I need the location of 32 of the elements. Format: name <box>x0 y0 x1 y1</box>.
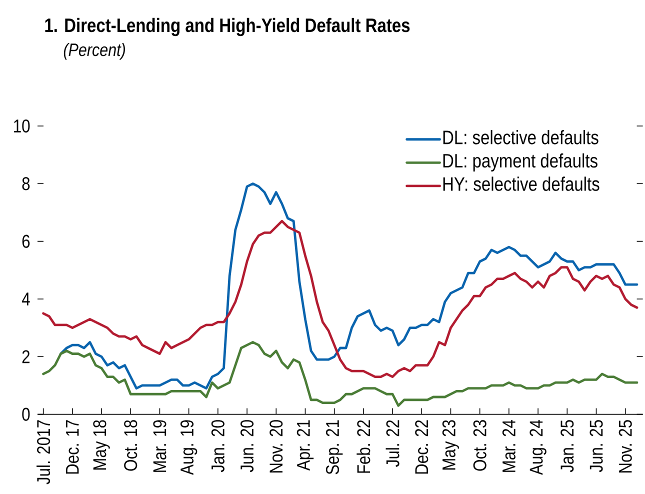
x-tick-label: Nov. 25 <box>618 420 632 472</box>
legend-label: DL: selective defaults <box>443 130 598 144</box>
x-tick-label: Aug. 24 <box>530 420 546 475</box>
x-tick-label: Oct. 23 <box>473 420 486 471</box>
chart-subtitle: (Percent) <box>64 42 125 60</box>
x-tick-label: Mar. 19 <box>153 420 166 472</box>
x-tick-label: Oct. 18 <box>124 420 138 471</box>
x-tick-label: Jul. 22 <box>386 420 400 467</box>
x-tick-label: Jan. 25 <box>560 420 574 472</box>
x-tick-label: Aug. 19 <box>180 420 198 475</box>
y-tick-label: 0 <box>22 408 30 421</box>
y-tick-label: 4 <box>22 292 30 306</box>
y-tick-label: 2 <box>22 350 30 364</box>
x-tick-label: May 18 <box>93 420 110 470</box>
x-tick-label: Jun. 20 <box>240 420 254 472</box>
x-tick-label: Nov. 20 <box>270 420 283 472</box>
x-tick-label: Jul. 2017 <box>36 420 50 484</box>
x-tick-label: Feb. 22 <box>356 420 370 473</box>
y-tick-label: 6 <box>22 234 30 248</box>
x-tick-label: Jun. 25 <box>590 420 603 472</box>
x-tick-label: Dec. 22 <box>415 420 428 474</box>
y-tick-label: 10 <box>14 119 30 133</box>
y-tick-label: 8 <box>22 177 30 190</box>
x-tick-label: Apr. 21 <box>296 420 314 471</box>
x-tick-label: May 23 <box>442 420 460 470</box>
x-tick-label: Mar. 24 <box>502 420 516 472</box>
chart-title: 1. Direct-Lending and High-Yield Default Rates <box>45 18 410 36</box>
x-tick-label: Dec. 17 <box>66 420 79 474</box>
x-tick-label: Jan. 20 <box>211 420 224 472</box>
legend-label: HY: selective defaults <box>443 176 600 191</box>
legend-label: DL: payment defaults <box>443 153 598 172</box>
x-tick-label: Sep. 21 <box>326 420 343 474</box>
